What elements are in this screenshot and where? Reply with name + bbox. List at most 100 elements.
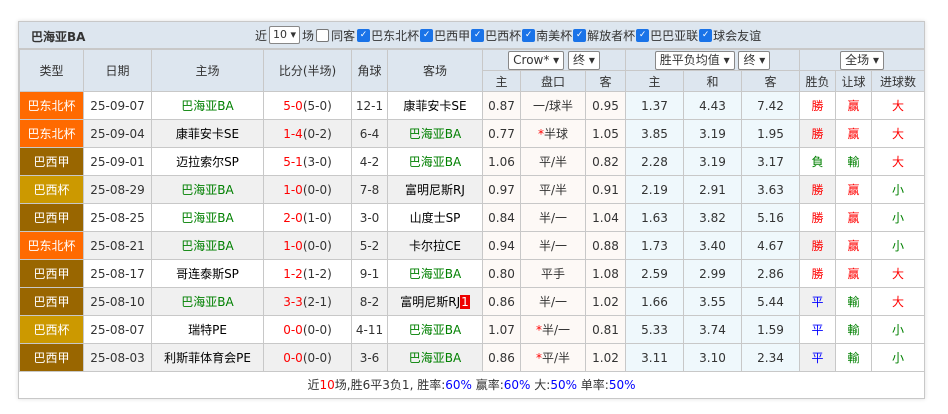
away-team[interactable]: 康菲安卡SE [387,91,483,120]
score[interactable]: 2-0(1-0) [263,203,352,232]
competition-type[interactable]: 巴西杯 [19,315,84,344]
red-card-badge: 1 [460,295,470,309]
score[interactable]: 0-0(0-0) [263,315,352,344]
score[interactable]: 5-0(5-0) [263,91,352,120]
competition-checkbox[interactable]: ✓ [636,28,650,42]
competition-type[interactable]: 巴西甲 [19,287,84,316]
filters: 近 10 ▾ 场 同客 ✓ 巴东北杯 ✓ 巴西甲 ✓ 巴西杯 ✓ 南美杯 ✓ 解放者杯 ✓ 巴巴亚联 ✓… [255,26,761,44]
odds-home: 5.33 [625,315,685,344]
away-team[interactable]: 富明尼斯RJ1 [387,287,483,316]
table-row: 巴东北杯 25-08-21 巴海亚BA 1-0(0-0) 5-2 卡尔拉CE 0… [19,231,926,260]
competition-type[interactable]: 巴东北杯 [19,91,84,120]
corners: 3-0 [351,203,388,232]
goals-result: 大 [871,91,926,120]
goals-result: 大 [871,147,926,176]
competition-type[interactable]: 巴东北杯 [19,119,84,148]
score[interactable]: 1-2(1-2) [263,259,352,288]
header-hc-line: 盘口 [520,70,586,92]
home-team[interactable]: 巴海亚BA [151,91,264,120]
away-team[interactable]: 巴海亚BA [387,119,483,148]
score[interactable]: 3-3(2-1) [263,287,352,316]
corners: 6-4 [351,119,388,148]
same-venue-checkbox[interactable] [316,28,330,42]
hc-away-odds: 0.88 [584,231,627,260]
header-hc-away: 客 [584,70,627,92]
competition-type[interactable]: 巴西甲 [19,203,84,232]
odds-home: 1.73 [625,231,685,260]
table-row: 巴西甲 25-08-17 哥连泰斯SP 1-2(1-2) 9-1 巴海亚BA 0… [19,259,926,288]
hc-home-odds: 0.84 [482,203,521,232]
away-team[interactable]: 卡尔拉CE [387,231,483,260]
match-date: 25-09-07 [83,91,152,120]
home-team[interactable]: 巴海亚BA [151,175,264,204]
score[interactable]: 0-0(0-0) [263,343,352,372]
same-venue-label: 同客 [331,28,356,43]
table-row: 巴西杯 25-08-29 巴海亚BA 1-0(0-0) 7-8 富明尼斯RJ 0… [19,175,926,204]
odds-home: 1.37 [625,91,685,120]
odds-away: 1.95 [741,119,801,148]
handicap-result: 赢 [835,231,873,260]
corners: 9-1 [351,259,388,288]
win-loss-result: 勝 [799,259,837,288]
score[interactable]: 5-1(3-0) [263,147,352,176]
goals-result: 大 [871,119,926,148]
away-team[interactable]: 巴海亚BA [387,147,483,176]
score[interactable]: 1-0(0-0) [263,175,352,204]
score[interactable]: 1-4(0-2) [263,119,352,148]
competition-checkbox[interactable]: ✓ [420,28,434,42]
hc-line: 一/球半 [520,91,586,120]
goals-result: 小 [871,315,926,344]
competition-label: 解放者杯 [587,28,636,43]
odds-type-select[interactable]: 胜平负均值 ▾ [654,50,735,70]
home-team[interactable]: 利斯菲体育会PE [151,343,264,372]
range-select[interactable]: 全场 ▾ [840,50,884,70]
handicap-result: 赢 [835,203,873,232]
handicap-result: 輸 [835,147,873,176]
home-team[interactable]: 哥连泰斯SP [151,259,264,288]
header-odds-home: 主 [625,70,685,92]
corners: 4-11 [351,315,388,344]
competition-type[interactable]: 巴西甲 [19,343,84,372]
competition-checkbox[interactable]: ✓ [573,28,587,42]
home-team[interactable]: 迈拉索尔SP [151,147,264,176]
hc-home-odds: 0.87 [482,91,521,120]
handicap-stage-select[interactable]: 终 ▾ [568,50,600,70]
away-team[interactable]: 富明尼斯RJ [387,175,483,204]
competition-checkbox[interactable]: ✓ [471,28,485,42]
competition-checkbox[interactable]: ✓ [357,28,371,42]
company-select[interactable]: Crow* ▾ [508,50,565,70]
away-team[interactable]: 山度士SP [387,203,483,232]
header-odds-away: 客 [741,70,801,92]
home-team[interactable]: 巴海亚BA [151,231,264,260]
match-count-select[interactable]: 10 ▾ [269,26,301,44]
odds-away: 5.44 [741,287,801,316]
header-goals: 进球数 [871,70,926,92]
competition-checkbox[interactable]: ✓ [699,28,713,42]
home-team[interactable]: 巴海亚BA [151,287,264,316]
competition-type[interactable]: 巴西甲 [19,147,84,176]
competition-type[interactable]: 巴东北杯 [19,231,84,260]
handicap-result: 輸 [835,287,873,316]
home-team[interactable]: 康菲安卡SE [151,119,264,148]
competition-checkbox[interactable]: ✓ [522,28,536,42]
match-date: 25-09-01 [83,147,152,176]
hc-away-odds: 0.95 [584,91,627,120]
handicap-result: 輸 [835,343,873,372]
goals-result: 小 [871,175,926,204]
match-date: 25-08-10 [83,287,152,316]
hc-away-odds: 0.81 [584,315,627,344]
score[interactable]: 1-0(0-0) [263,231,352,260]
home-team[interactable]: 巴海亚BA [151,203,264,232]
hc-line: 半/一 [520,231,586,260]
goals-result: 小 [871,231,926,260]
home-team[interactable]: 瑞特PE [151,315,264,344]
away-team[interactable]: 巴海亚BA [387,315,483,344]
competition-type[interactable]: 巴西杯 [19,175,84,204]
odds-draw: 3.19 [683,147,743,176]
away-team[interactable]: 巴海亚BA [387,343,483,372]
competition-type[interactable]: 巴西甲 [19,259,84,288]
matches-label: 场 [302,28,315,43]
away-team[interactable]: 巴海亚BA [387,259,483,288]
win-loss-result: 勝 [799,203,837,232]
odds-stage-select[interactable]: 终 ▾ [738,50,771,70]
